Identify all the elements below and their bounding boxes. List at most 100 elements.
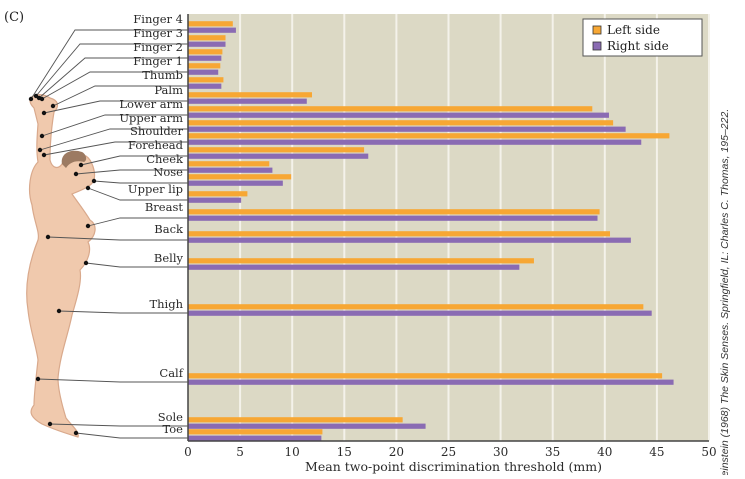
- category-label: Sole: [158, 410, 183, 424]
- x-tick-label: 45: [649, 445, 664, 459]
- x-tick-label: 20: [389, 445, 404, 459]
- bar-left-upper-lip: [188, 191, 248, 197]
- legend: Left side Right side: [582, 18, 703, 57]
- leader-line: [38, 57, 188, 99]
- bar-right-shoulder: [188, 139, 642, 145]
- x-tick-label: 5: [236, 445, 244, 459]
- category-label: Cheek: [146, 152, 184, 166]
- body-point-marker: [37, 147, 43, 153]
- body-point-marker: [56, 308, 62, 314]
- leader-line: [35, 43, 188, 97]
- bar-right-toe: [188, 435, 322, 441]
- leader-line: [85, 262, 188, 268]
- x-axis-title: Mean two-point discrimination threshold …: [305, 459, 602, 474]
- x-tick-label: 35: [545, 445, 560, 459]
- category-label: Finger 4: [133, 12, 183, 26]
- bar-left-upper-arm: [188, 120, 614, 126]
- body-point-marker: [39, 96, 45, 102]
- x-tick-label: 40: [597, 445, 612, 459]
- bar-left-thigh: [188, 304, 644, 310]
- panel-label: (C): [4, 10, 24, 25]
- bar-right-upper-lip: [188, 197, 242, 203]
- body-point-marker: [91, 178, 97, 184]
- bar-right-cheek: [188, 167, 273, 173]
- body-silhouette: [26, 94, 96, 438]
- leader-line: [87, 187, 188, 201]
- bar-left-belly: [188, 258, 534, 264]
- source-credit: After Weinstein (1968) The Skin Senses. …: [719, 109, 731, 475]
- bar-right-nose: [188, 180, 283, 186]
- bar-left-back: [188, 231, 611, 237]
- bar-left-thumb: [188, 77, 224, 83]
- category-label: Finger 2: [133, 40, 183, 54]
- leader-line: [75, 169, 188, 175]
- body-point-marker: [47, 421, 53, 427]
- bar-left-forehead: [188, 147, 365, 153]
- leader-line: [80, 155, 188, 166]
- body-point-marker: [39, 133, 45, 139]
- bar-right-palm: [188, 98, 307, 104]
- bar-right-finger-1: [188, 69, 219, 75]
- body-point-marker: [35, 376, 41, 382]
- category-label: Thigh: [149, 297, 183, 311]
- body-illustration: [26, 94, 96, 438]
- bar-left-nose: [188, 174, 292, 180]
- bar-left-calf: [188, 373, 663, 379]
- bar-right-upper-arm: [188, 126, 626, 132]
- bar-left-finger-4: [188, 21, 233, 27]
- legend-swatch-right: [592, 41, 602, 51]
- x-tick-label: 30: [493, 445, 508, 459]
- bar-left-palm: [188, 92, 312, 98]
- body-point-marker: [73, 430, 79, 436]
- legend-label-left: Left side: [607, 23, 660, 37]
- body-point-marker: [28, 96, 34, 102]
- leader-line: [93, 180, 188, 184]
- bar-right-thumb: [188, 83, 222, 89]
- x-tick-labels: 0 5 10 15 20 25 30 35 40 45 50: [184, 445, 716, 459]
- category-label: Finger 1: [133, 54, 183, 68]
- category-label: Lower arm: [119, 97, 183, 111]
- category-label: Shoulder: [130, 124, 183, 138]
- category-label: Upper lip: [128, 182, 183, 196]
- body-point-marker: [73, 171, 79, 177]
- x-tick-label: 10: [285, 445, 300, 459]
- category-label: Thumb: [142, 68, 183, 82]
- category-label: Toe: [162, 422, 183, 436]
- body-point-marker: [85, 185, 91, 191]
- bar-right-belly: [188, 264, 520, 270]
- leader-lines: [28, 29, 188, 439]
- x-tick-label: 25: [441, 445, 456, 459]
- bars: [188, 21, 674, 441]
- category-label: Belly: [154, 251, 184, 265]
- bar-right-calf: [188, 379, 674, 385]
- bar-right-finger-2: [188, 55, 222, 61]
- bar-left-cheek: [188, 161, 270, 167]
- category-label: Finger 3: [133, 26, 183, 40]
- leader-line: [87, 217, 188, 227]
- bar-right-finger-4: [188, 27, 236, 33]
- body-point-marker: [85, 223, 91, 229]
- leader-line: [39, 128, 188, 151]
- bar-left-breast: [188, 209, 600, 215]
- bar-right-breast: [188, 215, 598, 221]
- leader-line: [30, 29, 188, 100]
- leader-line: [41, 114, 188, 137]
- bar-right-back: [188, 237, 631, 243]
- leader-line: [49, 423, 188, 427]
- legend-swatch-left: [592, 25, 602, 35]
- bar-right-thigh: [188, 310, 652, 316]
- category-label: Calf: [159, 366, 183, 380]
- category-label: Palm: [154, 83, 183, 97]
- gridlines: [239, 14, 710, 441]
- bar-left-finger-2: [188, 49, 223, 55]
- bar-left-finger-1: [188, 63, 221, 69]
- leader-line: [75, 432, 188, 439]
- bar-left-lower-arm: [188, 106, 593, 112]
- leader-line: [37, 378, 188, 383]
- bar-left-toe: [188, 429, 323, 435]
- hair: [61, 150, 87, 168]
- leader-line: [52, 85, 188, 107]
- body-point-marker: [50, 103, 56, 109]
